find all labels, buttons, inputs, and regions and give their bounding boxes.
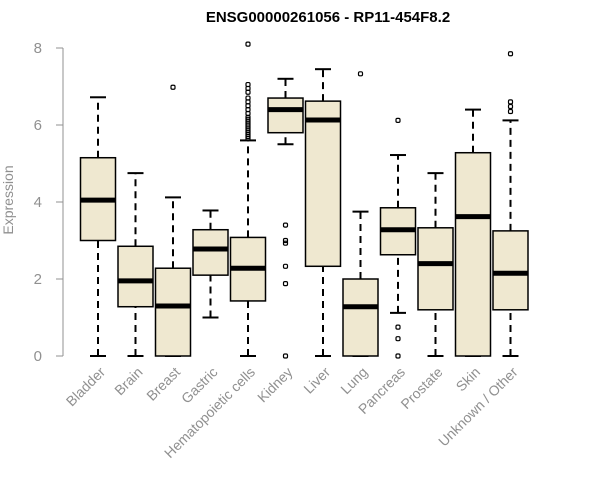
outlier-point: [395, 117, 401, 123]
x-tick-label: Lung: [337, 364, 370, 397]
box-group: [417, 172, 454, 357]
box-iqr: [454, 151, 492, 357]
box-group: [154, 84, 192, 357]
outlier-point: [170, 84, 176, 90]
box-group: [454, 108, 492, 357]
x-tick-label: Skin: [453, 364, 484, 395]
x-tick-label: Liver: [300, 364, 333, 397]
box-iqr: [342, 278, 379, 357]
box-iqr: [492, 230, 529, 311]
outlier-point: [395, 353, 401, 359]
outlier-point: [395, 336, 401, 342]
outlier-point: [282, 237, 289, 244]
outlier-point: [282, 240, 289, 246]
box-group: [79, 96, 117, 357]
x-tick-label: Bladder: [63, 364, 109, 410]
outlier-point: [282, 263, 289, 269]
outlier-point: [282, 222, 289, 228]
outlier-point: [245, 95, 251, 101]
outlier-point: [507, 108, 514, 115]
y-tick-label: 0: [34, 348, 42, 365]
box-group: [379, 117, 417, 359]
box-group: [492, 51, 529, 357]
outlier-point: [245, 41, 251, 47]
x-tick-label: Prostate: [397, 364, 445, 412]
box-group: [117, 172, 154, 357]
box-iqr: [192, 228, 229, 276]
boxes: [79, 41, 529, 359]
box-group: [192, 209, 229, 319]
box-iqr: [154, 267, 192, 357]
outlier-point: [507, 51, 514, 57]
y-tick-label: 6: [34, 117, 42, 134]
chart-title: ENSG00000261056 - RP11-454F8.2: [206, 9, 450, 26]
y-tick-label: 8: [34, 40, 42, 57]
outlier-point: [245, 81, 251, 88]
outlier-point: [357, 71, 364, 77]
y-axis-label: Expression: [0, 165, 16, 234]
y-tick-label: 2: [34, 271, 42, 288]
x-tick-label: Kidney: [254, 364, 296, 406]
box-iqr: [267, 97, 304, 134]
outlier-point: [395, 324, 401, 330]
box-iqr: [304, 100, 342, 268]
x-tick-label: Breast: [143, 364, 183, 404]
outlier-point: [507, 103, 514, 110]
y-axis-ticks: 0 2 4 6 8: [34, 40, 63, 365]
x-tick-label: Brain: [111, 364, 145, 398]
box-group: [267, 77, 304, 359]
box-group: [342, 71, 379, 357]
box-iqr: [417, 227, 454, 311]
box-group: [229, 41, 267, 357]
box-group: [304, 68, 342, 357]
box-iqr: [117, 245, 154, 308]
y-tick-label: 4: [34, 194, 42, 211]
outlier-point: [282, 281, 289, 287]
outlier-point: [282, 353, 289, 359]
outlier-point: [507, 99, 514, 105]
